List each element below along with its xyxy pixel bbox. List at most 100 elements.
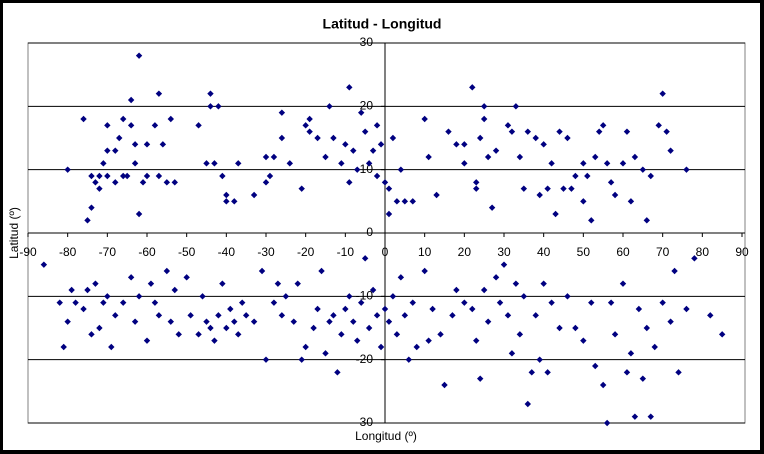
point (302, 343, 309, 351)
point (318, 267, 325, 275)
point (68, 286, 75, 294)
point (393, 331, 401, 338)
point (112, 179, 119, 186)
point (556, 324, 563, 332)
x-tick-label: -40 (218, 245, 236, 259)
point (131, 141, 139, 148)
point (429, 305, 436, 313)
point (298, 356, 305, 363)
point (215, 312, 222, 319)
point (623, 369, 631, 376)
point (274, 280, 282, 287)
point (112, 147, 119, 154)
point (250, 191, 258, 199)
point (512, 280, 520, 287)
point (453, 141, 460, 148)
point (508, 128, 516, 135)
point (540, 280, 547, 287)
point (219, 280, 226, 287)
point (580, 198, 587, 205)
point (342, 305, 349, 313)
point (195, 331, 202, 338)
point (413, 343, 420, 351)
point (631, 413, 639, 420)
point (104, 172, 111, 180)
point (461, 160, 468, 167)
point (607, 299, 615, 306)
point (223, 324, 230, 332)
point (171, 286, 178, 294)
point (361, 128, 369, 135)
point (385, 318, 393, 325)
point (84, 217, 91, 224)
point (207, 90, 214, 97)
x-tick-label: 10 (418, 245, 432, 259)
point (484, 153, 492, 161)
point (655, 122, 662, 129)
y-tick-label: 30 (360, 35, 374, 49)
point (342, 141, 349, 148)
y-tick-label: 20 (360, 99, 374, 113)
point (627, 350, 635, 357)
point (302, 122, 309, 129)
point (516, 153, 524, 161)
point (96, 185, 103, 192)
point (266, 172, 274, 180)
point (104, 147, 111, 154)
point (580, 337, 587, 344)
point (512, 103, 520, 110)
point (100, 299, 107, 306)
point (524, 128, 531, 135)
point (425, 337, 432, 344)
point (647, 172, 654, 180)
point (155, 90, 163, 97)
y-tick-label: 0 (366, 225, 373, 239)
x-tick-label: 40 (537, 245, 551, 259)
point (528, 369, 535, 376)
x-tick-label: -30 (257, 245, 275, 259)
point (588, 217, 595, 224)
point (580, 160, 587, 167)
point (373, 172, 381, 180)
point (278, 134, 286, 142)
point (445, 128, 452, 135)
point (453, 286, 460, 294)
point (592, 362, 599, 370)
point (127, 122, 135, 129)
point (437, 331, 444, 338)
point (619, 280, 627, 287)
chart-title: Latitud - Longitud (323, 16, 442, 32)
point (508, 350, 516, 357)
point (548, 160, 555, 167)
point (473, 337, 480, 344)
point (314, 134, 321, 142)
point (131, 160, 139, 167)
point (346, 179, 353, 186)
point (330, 312, 337, 319)
point (421, 267, 428, 275)
point (183, 274, 190, 281)
point (358, 109, 365, 116)
point (659, 299, 666, 306)
y-tick-label: -30 (356, 415, 374, 429)
point (195, 122, 202, 129)
point (532, 134, 539, 142)
point (92, 179, 99, 186)
point (250, 318, 258, 325)
point (80, 115, 87, 123)
point (377, 141, 385, 148)
point (480, 115, 488, 123)
point (92, 280, 99, 287)
point (147, 280, 155, 287)
point (365, 324, 373, 332)
point (88, 172, 95, 180)
point (80, 305, 87, 313)
point (480, 103, 488, 110)
point (599, 122, 607, 129)
point (104, 122, 111, 129)
x-tick-label: 70 (656, 245, 670, 259)
point (135, 52, 143, 59)
point (56, 299, 63, 306)
point (651, 343, 658, 351)
